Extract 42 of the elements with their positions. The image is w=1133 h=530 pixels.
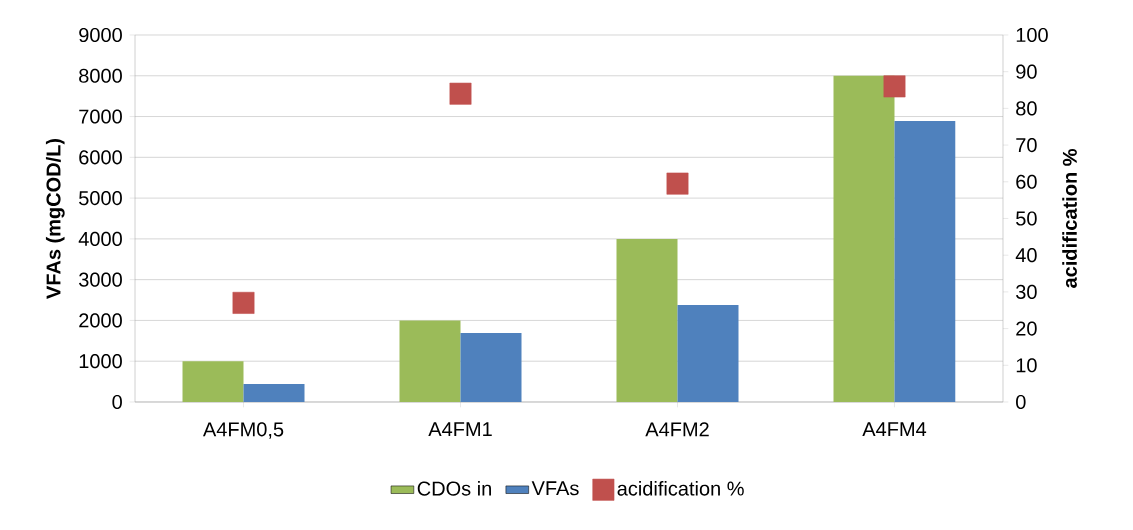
y2-tick-label: 10 xyxy=(1016,358,1037,373)
x-tick-label: A4FM1 xyxy=(428,422,492,437)
y-tick-label: 0 xyxy=(112,394,122,410)
y2-tick-label: 50 xyxy=(1016,211,1037,226)
bar xyxy=(243,384,305,402)
legend-label: CDOs in xyxy=(417,480,491,496)
y2-tick-label: 0 xyxy=(1016,394,1026,410)
y2-tick-label: 80 xyxy=(1016,101,1037,116)
y-tick-label: 2000 xyxy=(79,313,122,328)
y2-tick-label: 30 xyxy=(1016,284,1037,299)
bar xyxy=(616,238,678,402)
bar xyxy=(182,361,244,402)
y-tick-label: 6000 xyxy=(79,150,122,165)
y2-tick-label: 40 xyxy=(1015,248,1037,263)
point xyxy=(883,75,906,98)
y-axis-title: VFAs (mgCOD/L) xyxy=(45,138,65,299)
y2-tick-label: 100 xyxy=(1016,27,1048,43)
y-tick-label: 5000 xyxy=(79,191,122,206)
y-tick-label: 1000 xyxy=(79,354,122,369)
y-tick-label: 4000 xyxy=(78,231,122,246)
legend-label: acidification % xyxy=(617,480,744,496)
y-tick-label: 9000 xyxy=(79,27,122,43)
y2-tick-label: 90 xyxy=(1016,64,1037,79)
point xyxy=(232,291,255,314)
bar xyxy=(399,320,461,402)
x-tick-label: A4FM0,5 xyxy=(202,422,284,439)
bar xyxy=(894,121,956,402)
y-tick-label: 3000 xyxy=(79,272,122,287)
bar xyxy=(833,75,895,402)
bar xyxy=(460,333,522,402)
x-tick-label: A4FM4 xyxy=(862,422,927,437)
x-tick-label: A4FM2 xyxy=(645,422,709,437)
point xyxy=(666,172,689,195)
legend-label: VFAs xyxy=(531,481,579,496)
point xyxy=(449,82,472,105)
y-tick-label: 7000 xyxy=(79,109,122,124)
y2-tick-label: 20 xyxy=(1016,321,1037,336)
y-tick-label: 8000 xyxy=(79,68,122,83)
y2-axis-title: acidification % xyxy=(1062,149,1077,288)
y2-tick-label: 70 xyxy=(1016,138,1037,153)
y2-tick-label: 60 xyxy=(1016,174,1037,189)
bar xyxy=(677,304,739,402)
